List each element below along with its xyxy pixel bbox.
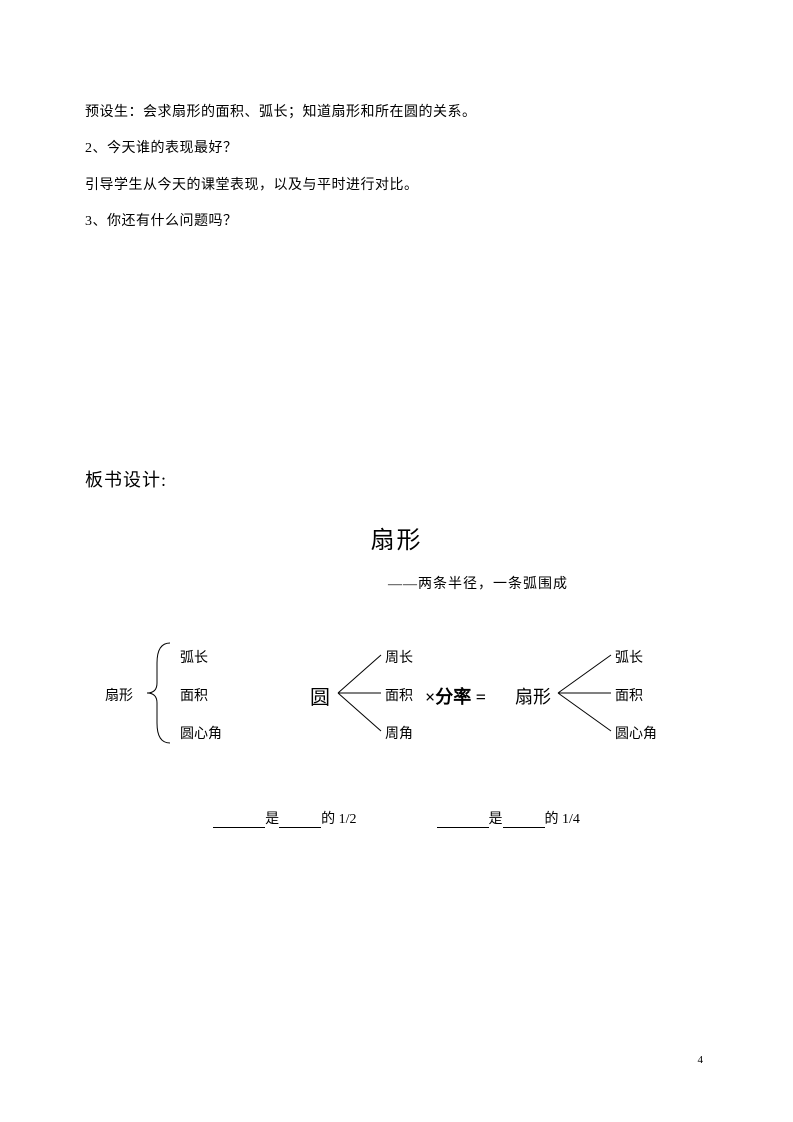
- page-number: 4: [698, 1054, 704, 1066]
- blank-2-mid: 是: [489, 808, 503, 828]
- blank-group-2: 是 的 1/4: [437, 808, 580, 828]
- blank-1-tail: 的 1/2: [321, 808, 356, 828]
- brace-icon: [137, 638, 187, 748]
- branch-lines-2: [333, 638, 393, 748]
- paragraph-1: 预设生：会求扇形的面积、弧长；知道扇形和所在圆的关系。: [85, 95, 708, 131]
- blank-2b: [503, 812, 545, 828]
- section-title: 板书设计:: [85, 466, 708, 492]
- blank-1-mid: 是: [265, 808, 279, 828]
- blank-1b: [279, 812, 321, 828]
- connector: ×分率 =: [425, 683, 486, 709]
- paragraph-3: 引导学生从今天的课堂表现，以及与平时进行对比。: [85, 168, 708, 204]
- subtitle: ——两条半径，一条弧围成: [85, 573, 568, 593]
- blank-2-tail: 的 1/4: [545, 808, 580, 828]
- g1-root: 扇形: [105, 685, 133, 705]
- branch-lines-3: [553, 638, 623, 748]
- diagram: 扇形 弧长 面积 圆心角 圆 周长 面积 周角 ×分率 = 扇形 弧长 面积 圆…: [85, 633, 708, 763]
- blanks-row: 是 的 1/2 是 的 1/4: [85, 808, 708, 828]
- main-title: 扇形: [85, 520, 708, 555]
- paragraph-2: 2、今天谁的表现最好？: [85, 131, 708, 167]
- blank-2a: [437, 812, 489, 828]
- paragraph-4: 3、你还有什么问题吗？: [85, 204, 708, 240]
- blank-group-1: 是 的 1/2: [213, 808, 356, 828]
- g3-root: 扇形: [515, 683, 551, 709]
- g2-root: 圆: [310, 681, 330, 710]
- blank-1a: [213, 812, 265, 828]
